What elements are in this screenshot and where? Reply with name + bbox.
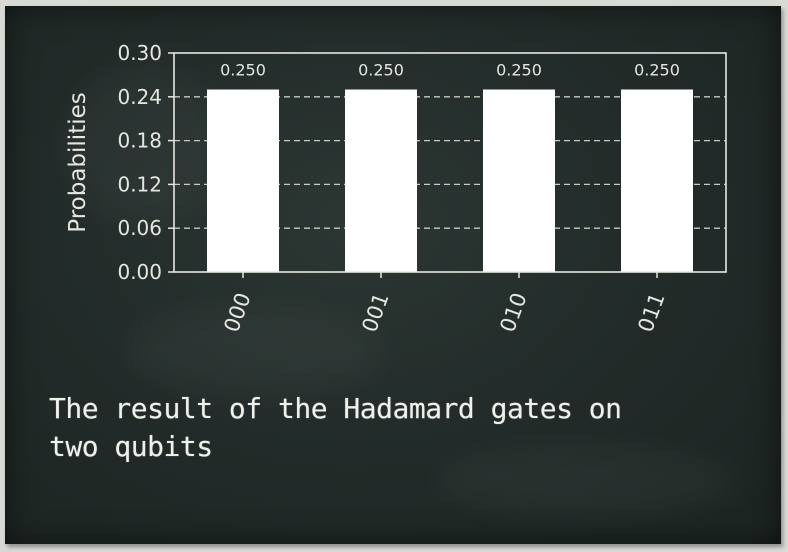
x-tick-label: 000 bbox=[219, 290, 255, 336]
bar-value-label: 0.250 bbox=[634, 61, 680, 80]
caption-line-1: The result of the Hadamard gates on bbox=[49, 392, 622, 425]
y-axis-label: Probabilities bbox=[65, 92, 91, 233]
bar-000 bbox=[207, 89, 279, 272]
x-tick-label: 001 bbox=[357, 290, 393, 336]
bar-011 bbox=[621, 89, 693, 272]
bar-010 bbox=[483, 89, 555, 272]
bar-value-label: 0.250 bbox=[496, 61, 542, 80]
y-tick-label: 0.18 bbox=[117, 129, 162, 153]
probability-bar-chart: 0.00 0.06 0.12 0.18 0.24 0.30 0.250 000 0.250 001… bbox=[65, 41, 727, 336]
y-tick-label: 0.00 bbox=[117, 260, 162, 284]
caption-line-2: two qubits bbox=[49, 430, 213, 463]
bar-value-label: 0.250 bbox=[358, 61, 404, 80]
x-tick-label: 010 bbox=[495, 290, 531, 336]
chalkboard: 0.00 0.06 0.12 0.18 0.24 0.30 0.250 000 0.250 001… bbox=[5, 6, 781, 544]
bar-001 bbox=[345, 89, 417, 272]
plot-frame bbox=[173, 52, 727, 273]
y-tick-label: 0.30 bbox=[117, 41, 162, 65]
y-tick-label: 0.24 bbox=[117, 85, 162, 109]
y-tick-label: 0.12 bbox=[117, 172, 162, 196]
y-tick-label: 0.06 bbox=[117, 216, 162, 240]
chalk-caption: The result of the Hadamard gates on two … bbox=[49, 390, 749, 466]
x-tick-label: 011 bbox=[633, 290, 669, 336]
bar-value-label: 0.250 bbox=[220, 61, 266, 80]
